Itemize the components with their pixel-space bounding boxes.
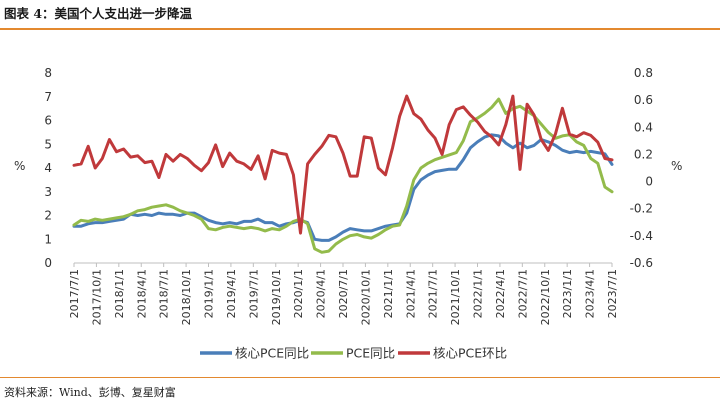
x-tick-label: 2017/10/1: [90, 269, 103, 325]
left-tick-label: 7: [44, 90, 52, 104]
x-tick-label: 2019/10/1: [270, 269, 283, 325]
x-tick-label: 2021/4/1: [404, 269, 417, 318]
x-axis-ticks: 2017/7/1 2017/10/1 2018/1/1 2018/4/1 2018/7/…: [68, 263, 619, 325]
left-tick-label: 0: [44, 256, 52, 270]
legend: 核心PCE同比 PCE同比 核心PCE环比: [200, 346, 507, 361]
right-tick-label: 0: [645, 175, 653, 189]
footer-rule: [0, 377, 720, 378]
right-tick-label: 0.8: [634, 66, 653, 80]
right-tick-label: -0.2: [630, 202, 653, 216]
title-rule: [0, 28, 720, 30]
x-tick-label: 2019/4/1: [225, 269, 238, 318]
x-tick-label: 2020/7/1: [337, 269, 350, 318]
series-line-2: [72, 97, 614, 254]
right-tick-label: 0.2: [634, 147, 653, 161]
left-tick-label: 8: [44, 66, 52, 80]
x-tick-label: 2020/4/1: [315, 269, 328, 318]
x-tick-label: 2017/7/1: [68, 269, 81, 318]
x-tick-label: 2018/4/1: [135, 269, 148, 318]
x-tick-label: 2018/1/1: [113, 269, 126, 318]
x-tick-label: 2022/7/1: [516, 269, 529, 318]
x-tick-label: 2018/7/1: [158, 269, 171, 318]
left-tick-label: 2: [44, 209, 52, 223]
left-tick-label: 1: [44, 232, 52, 246]
legend-label-3: 核心PCE环比: [433, 346, 507, 361]
x-tick-label: 2021/7/1: [427, 269, 440, 318]
right-tick-label: 0.6: [634, 93, 653, 107]
right-tick-label: -0.4: [630, 229, 653, 243]
x-tick-label: 2023/1/1: [561, 269, 574, 318]
page-title: 图表 4：美国个人支出进一步降温: [4, 6, 193, 21]
x-tick-label: 2023/4/1: [584, 269, 597, 318]
x-tick-label: 2019/1/1: [203, 269, 216, 318]
right-axis-label: %: [671, 159, 682, 173]
x-tick-label: 2020/1/1: [292, 269, 305, 318]
x-tick-label: 2021/1/1: [382, 269, 395, 318]
legend-label-1: 核心PCE同比: [235, 346, 309, 361]
right-tick-label: -0.6: [630, 256, 653, 270]
right-tick-label: 0.4: [634, 120, 653, 134]
series-line-3: [72, 94, 614, 235]
legend-label-2: PCE同比: [346, 346, 395, 361]
x-tick-label: 2022/10/1: [539, 269, 552, 325]
x-tick-label: 2019/7/1: [247, 269, 260, 318]
left-tick-label: 4: [44, 161, 52, 175]
left-tick-label: 6: [44, 114, 52, 128]
left-axis-label: %: [14, 159, 25, 173]
series-lines: [72, 94, 614, 254]
left-tick-label: 3: [44, 185, 52, 199]
x-tick-label: 2020/10/1: [359, 269, 372, 325]
left-tick-label: 5: [44, 137, 52, 151]
x-tick-label: 2018/10/1: [180, 269, 193, 325]
x-tick-label: 2022/4/1: [494, 269, 507, 318]
x-tick-label: 2022/1/1: [472, 269, 485, 318]
x-tick-label: 2023/7/1: [606, 269, 619, 318]
x-tick-label: 2021/10/1: [449, 269, 462, 325]
right-axis-ticks: -0.6 -0.4 -0.2 0 0.2 0.4 0.6 0.8: [630, 66, 653, 270]
source-note: 资料来源：Wind、彭博、复星财富: [4, 386, 176, 399]
left-axis-ticks: 0 1 2 3 4 5 6 7 8: [44, 66, 52, 270]
